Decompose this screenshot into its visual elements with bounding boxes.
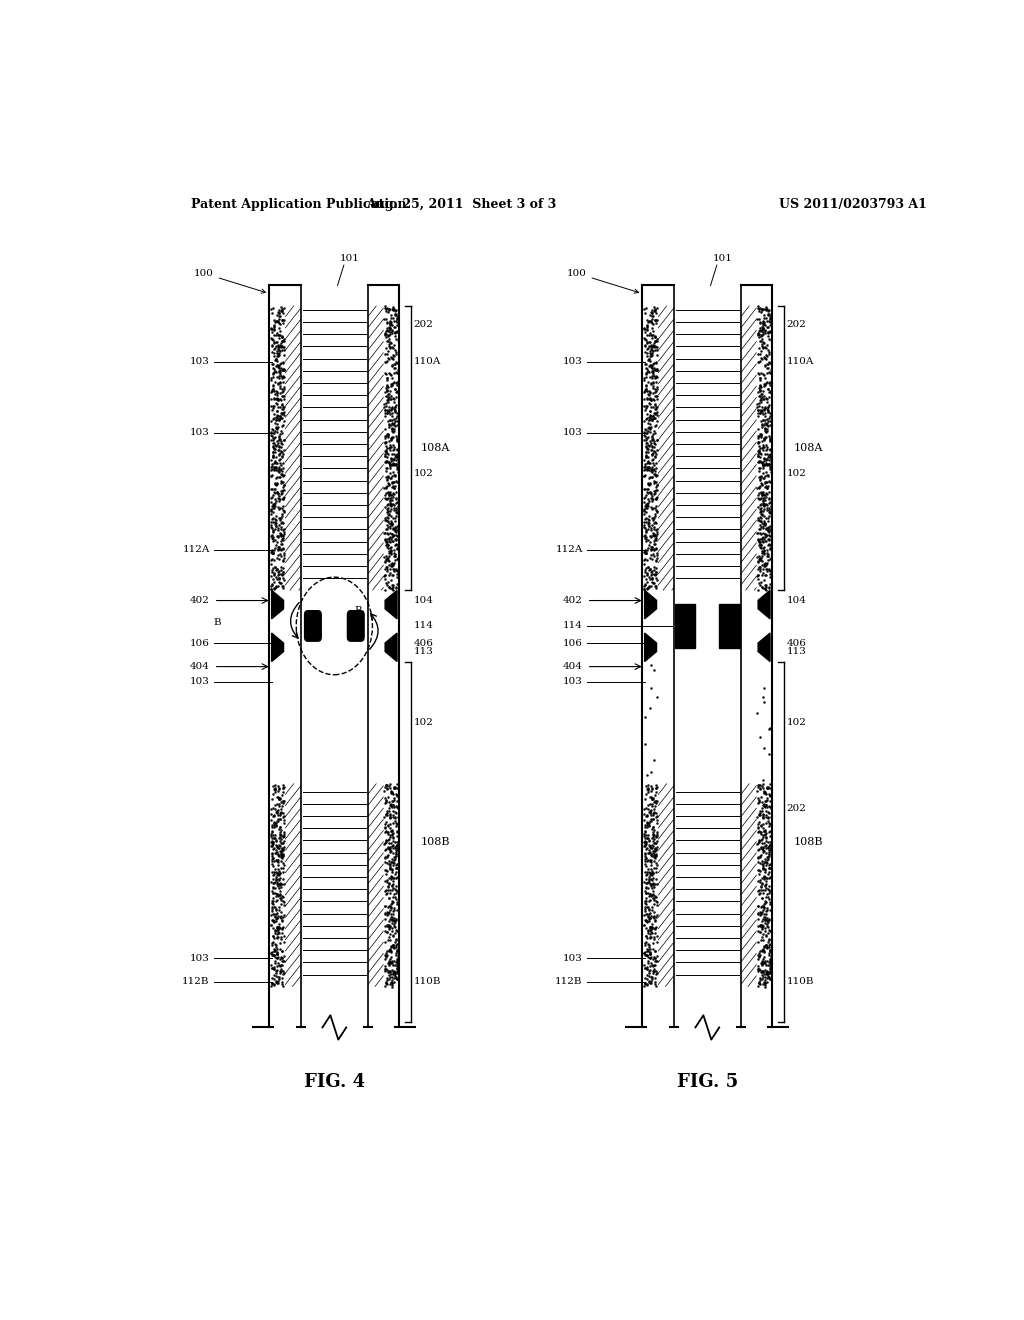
FancyBboxPatch shape [304,611,322,642]
Polygon shape [645,634,656,661]
Text: 100: 100 [194,269,265,293]
Text: 114: 114 [414,622,433,631]
Text: 103: 103 [563,358,583,366]
Text: 202: 202 [786,319,807,329]
Text: B: B [214,618,221,627]
Text: 113: 113 [786,647,807,656]
Polygon shape [645,590,656,619]
Text: 406: 406 [414,639,433,648]
Text: 104: 104 [414,597,433,605]
Polygon shape [271,634,284,661]
Bar [675,603,695,648]
Text: 404: 404 [563,663,583,671]
FancyBboxPatch shape [347,611,365,642]
Text: 112A: 112A [182,545,210,554]
Text: 106: 106 [563,639,583,648]
Text: 103: 103 [189,358,210,366]
Text: 108B: 108B [421,837,451,847]
Text: 103: 103 [189,428,210,437]
Text: B: B [354,606,361,615]
Polygon shape [385,634,397,661]
Text: FIG. 5: FIG. 5 [677,1073,738,1092]
Text: 113: 113 [414,647,433,656]
Polygon shape [271,590,284,619]
Text: 102: 102 [786,718,807,727]
Text: 406: 406 [786,639,807,648]
Text: 110B: 110B [414,977,441,986]
Text: 202: 202 [786,804,807,813]
Polygon shape [758,590,770,619]
Text: 103: 103 [563,954,583,962]
Text: 101: 101 [340,253,360,263]
Text: 103: 103 [189,954,210,962]
Text: 100: 100 [567,269,639,293]
Text: 402: 402 [189,597,210,605]
Text: 108A: 108A [421,444,451,453]
Text: 404: 404 [189,663,210,671]
Text: 101: 101 [714,253,733,263]
Text: 102: 102 [414,469,433,478]
Polygon shape [385,590,397,619]
Text: 106: 106 [189,639,210,648]
Text: 108B: 108B [794,837,823,847]
Text: 112B: 112B [555,977,583,986]
Text: 104: 104 [786,597,807,605]
Text: 108A: 108A [794,444,823,453]
Text: US 2011/0203793 A1: US 2011/0203793 A1 [778,198,927,211]
Text: 112B: 112B [182,977,210,986]
Text: 202: 202 [414,319,433,329]
Text: FIG. 4: FIG. 4 [304,1073,365,1092]
Text: 102: 102 [414,718,433,727]
Text: 103: 103 [189,677,210,686]
Bar [719,603,740,648]
Text: Patent Application Publication: Patent Application Publication [191,198,407,211]
Text: Aug. 25, 2011  Sheet 3 of 3: Aug. 25, 2011 Sheet 3 of 3 [367,198,556,211]
Text: 110B: 110B [786,977,814,986]
Text: 103: 103 [563,428,583,437]
Text: 114: 114 [563,622,583,631]
Polygon shape [758,634,770,661]
Text: 110A: 110A [786,358,814,366]
Text: 102: 102 [786,469,807,478]
Text: 110A: 110A [414,358,441,366]
Text: 402: 402 [563,597,583,605]
Text: 112A: 112A [555,545,583,554]
Text: 103: 103 [563,677,583,686]
